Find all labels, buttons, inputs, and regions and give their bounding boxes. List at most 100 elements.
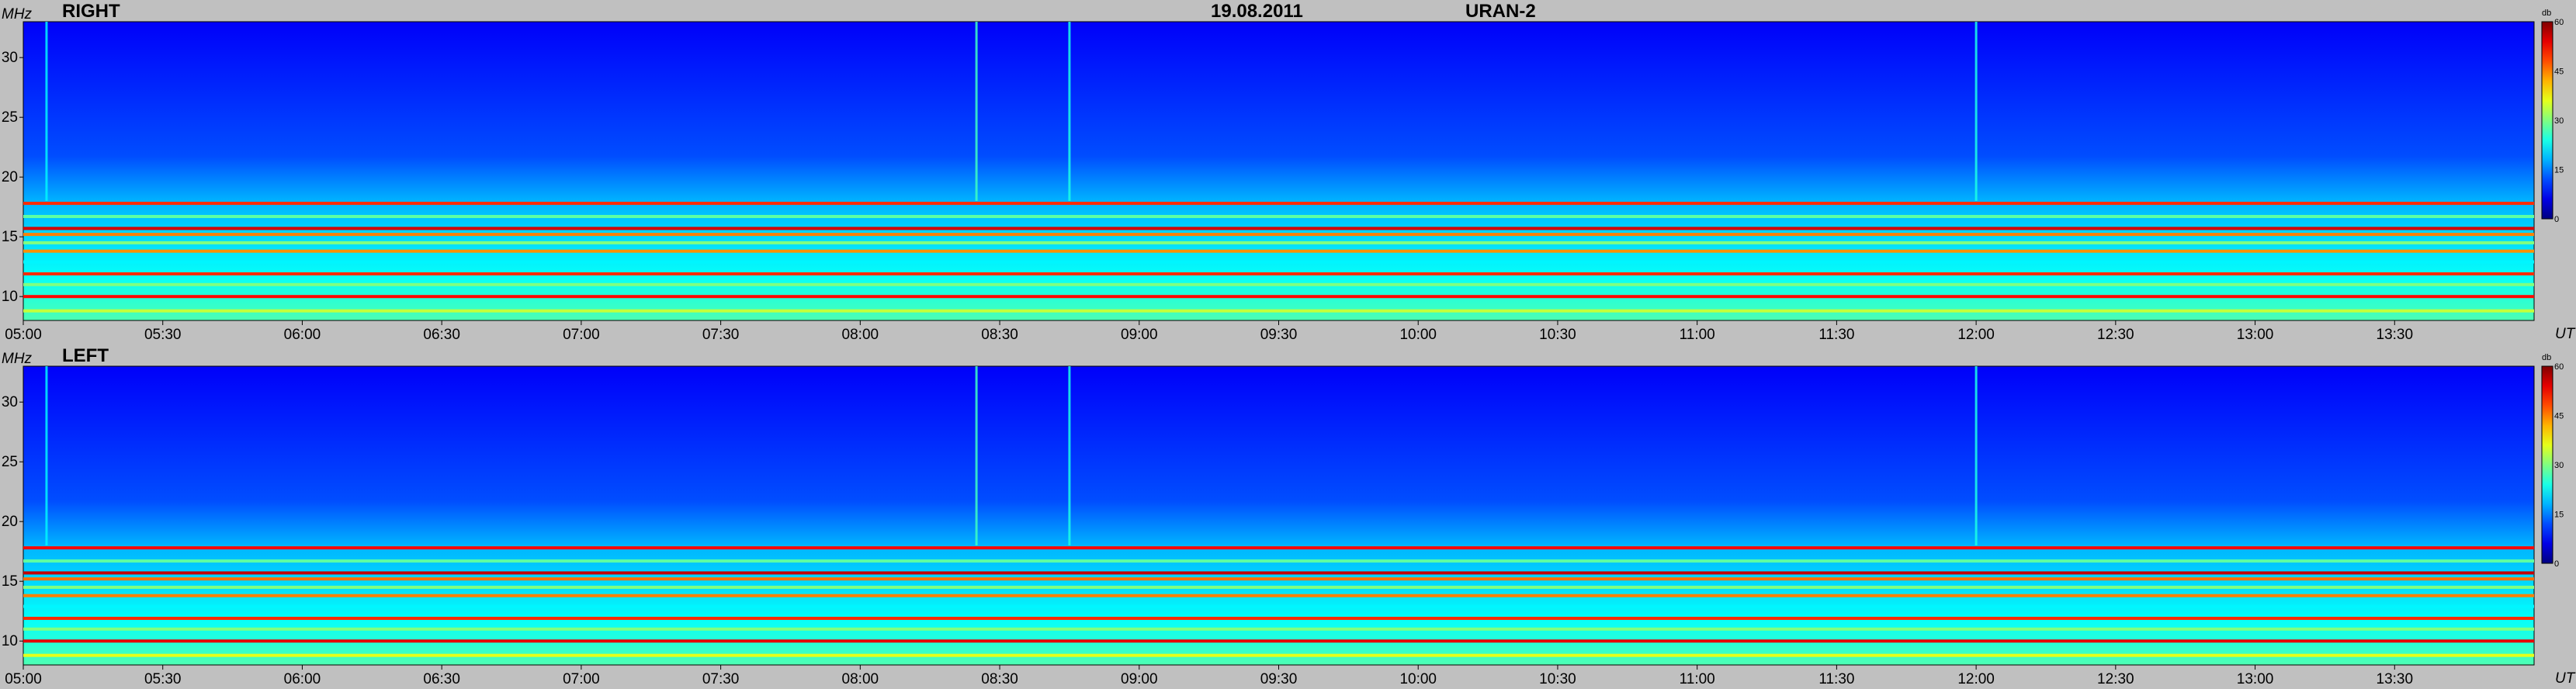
colorbar-tick-label: 45	[2554, 68, 2564, 77]
bursts-right	[45, 22, 1978, 201]
band-line	[23, 309, 2534, 313]
band-line	[23, 202, 2534, 206]
x-tick-label: 09:00	[1121, 671, 1158, 687]
x-tick-label: 07:00	[563, 327, 600, 343]
colorbar-tick-label: 45	[2554, 412, 2564, 421]
burst-streak	[975, 22, 978, 201]
band-line	[23, 260, 2534, 264]
burst-streak	[1974, 366, 1978, 545]
spectrogram-background	[23, 366, 2534, 665]
colorbar-unit-label: db	[2542, 353, 2551, 362]
x-tick-label: 12:00	[1957, 327, 1995, 343]
y-tick-label: 25	[2, 454, 18, 470]
x-tick-label: 10:30	[1539, 327, 1576, 343]
ticks-left: 05:00 05:30 06:00 06:30 07:00 07:30 08:00 08:30…	[2, 394, 2413, 687]
colorbar-scale	[2541, 365, 2553, 564]
colorbar-left: 0 15 30 45 60	[2541, 362, 2564, 569]
x-tick-label: 10:00	[1399, 327, 1437, 343]
band-line	[23, 546, 2534, 550]
x-tick-label: 11:30	[1818, 671, 1854, 687]
band-line	[23, 653, 2534, 657]
x-tick-label: 06:30	[423, 671, 460, 687]
x-tick-label: 07:30	[702, 327, 740, 343]
colorbar-tick-label: 30	[2554, 116, 2564, 126]
x-tick-label: 06:00	[284, 327, 321, 343]
y-tick-label: 10	[2, 633, 18, 649]
x-tick-label: 11:30	[1818, 327, 1854, 343]
colorbar-tick-label: 60	[2554, 362, 2564, 372]
colorbar-unit-label: db	[2542, 9, 2551, 18]
colorbar-tick-label: 30	[2554, 461, 2564, 470]
band-line	[23, 627, 2534, 631]
band-line	[23, 215, 2534, 219]
colorbar-tick-label: 0	[2554, 559, 2559, 569]
burst-streak	[1068, 366, 1071, 545]
x-tick-label: 10:30	[1539, 671, 1576, 687]
band-line	[23, 577, 2534, 581]
x-tick-label: 09:30	[1260, 327, 1298, 343]
x-unit-label: UT	[2555, 670, 2576, 687]
y-tick-label: 20	[2, 514, 18, 530]
plot-area-left	[23, 365, 2535, 666]
y-tick-label: 30	[2, 394, 18, 410]
band-line	[23, 616, 2534, 620]
x-tick-label: 06:00	[284, 671, 321, 687]
x-tick-label: 05:00	[5, 327, 42, 343]
x-unit-label: UT	[2555, 326, 2576, 342]
spectrogram-svg-left: 05:00 05:30 06:00 06:30 07:00 07:30 08:00 08:30…	[2, 345, 2576, 687]
x-tick-label: 12:30	[2097, 327, 2134, 343]
x-tick-label: 13:00	[2237, 671, 2274, 687]
band-line	[23, 604, 2534, 608]
polarization-label: LEFT	[62, 345, 109, 366]
band-line	[23, 594, 2534, 597]
band-line	[23, 585, 2534, 589]
y-unit-label: MHz	[2, 351, 33, 367]
x-tick-label: 09:30	[1260, 671, 1298, 687]
x-tick-label: 11:00	[1680, 671, 1715, 687]
colorbar-tick-label: 15	[2554, 511, 2564, 520]
x-tick-label: 11:00	[1680, 327, 1715, 343]
x-tick-label: 07:00	[563, 671, 600, 687]
instrument-label: URAN-2	[1465, 1, 1536, 22]
x-tick-label: 07:30	[702, 671, 740, 687]
colorbar-right: 0 15 30 45 60	[2541, 18, 2564, 224]
band-line	[23, 272, 2534, 275]
x-tick-label: 13:30	[2377, 671, 2414, 687]
y-tick-label: 15	[2, 573, 18, 590]
date-label: 19.08.2011	[1211, 1, 1303, 22]
band-line	[23, 282, 2534, 286]
y-unit-label: MHz	[2, 6, 33, 23]
x-tick-label: 06:30	[423, 327, 460, 343]
burst-streak	[1068, 22, 1071, 201]
x-tick-label: 05:30	[144, 671, 182, 687]
x-tick-label: 09:00	[1121, 327, 1158, 343]
burst-streak	[45, 22, 48, 201]
y-tick-label: 30	[2, 50, 18, 66]
y-tick-label: 15	[2, 229, 18, 245]
x-tick-label: 08:30	[981, 671, 1018, 687]
spectrogram-svg-right: 05:00 05:30 06:00 06:30 07:00 07:30 08:00 08:30…	[2, 1, 2576, 343]
polarization-label: RIGHT	[62, 1, 120, 22]
x-tick-label: 10:00	[1399, 671, 1437, 687]
bursts-left	[45, 366, 1978, 545]
burst-streak	[45, 366, 48, 545]
plot-area-right	[23, 21, 2535, 321]
ticks-right: 05:00 05:30 06:00 06:30 07:00 07:30 08:00 08:30…	[2, 50, 2413, 343]
bands-right	[23, 202, 2534, 313]
spectrogram-panel-left: 05:00 05:30 06:00 06:30 07:00 07:30 08:00 08:30…	[0, 344, 2576, 689]
x-tick-label: 05:30	[144, 327, 182, 343]
x-tick-label: 12:30	[2097, 671, 2134, 687]
x-tick-label: 12:00	[1957, 671, 1995, 687]
band-line	[23, 559, 2534, 563]
y-tick-label: 10	[2, 289, 18, 305]
band-line	[23, 295, 2534, 299]
burst-streak	[975, 366, 978, 545]
x-tick-label: 08:00	[842, 671, 879, 687]
y-tick-label: 20	[2, 169, 18, 185]
band-line	[23, 241, 2534, 244]
bands-left	[23, 546, 2534, 657]
band-line	[23, 571, 2534, 575]
colorbar-tick-label: 60	[2554, 18, 2564, 27]
band-line	[23, 227, 2534, 230]
y-tick-label: 25	[2, 109, 18, 126]
